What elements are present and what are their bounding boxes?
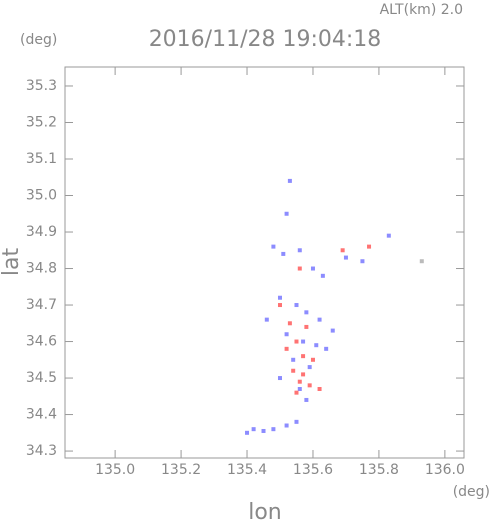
echo-point: [284, 423, 289, 428]
echo-point: [294, 390, 299, 395]
echo-point: [294, 419, 299, 424]
x-unit: (deg): [453, 484, 490, 500]
echo-point: [320, 273, 325, 278]
echo-point: [301, 354, 306, 359]
echo-point: [340, 248, 345, 253]
echo-point: [261, 428, 266, 433]
x-tick-label: 135.8: [359, 462, 399, 478]
echo-point: [284, 346, 289, 351]
echo-point: [419, 259, 424, 264]
echo-point: [245, 430, 250, 435]
echo-point: [360, 259, 365, 264]
echo-point: [297, 248, 302, 253]
y-tick-label: 34.8: [26, 261, 57, 277]
echo-point: [264, 317, 269, 322]
x-tick-label: 136.0: [425, 462, 465, 478]
echo-point: [287, 321, 292, 326]
y-tick-label: 35.0: [26, 188, 57, 204]
echo-point: [251, 427, 256, 432]
echo-point: [307, 365, 312, 370]
x-tick-label: 135.4: [227, 462, 267, 478]
echo-point: [271, 427, 276, 432]
x-tick-label: 135.2: [161, 462, 201, 478]
y-tick-label: 35.3: [26, 78, 57, 94]
echo-point: [284, 332, 289, 337]
echo-point: [314, 343, 319, 348]
y-tick-label: 34.6: [26, 334, 57, 350]
echo-point: [271, 244, 276, 249]
echo-point: [287, 178, 292, 183]
y-tick-label: 35.1: [26, 151, 57, 167]
x-tick-label: 135.0: [95, 462, 135, 478]
echo-point: [310, 266, 315, 271]
echo-point: [317, 387, 322, 391]
y-axis-label: lat: [0, 248, 24, 277]
y-tick-label: 35.2: [26, 114, 57, 130]
echo-point: [343, 255, 348, 260]
echo-point: [304, 310, 309, 315]
x-axis-label: lon: [248, 500, 282, 521]
y-unit: (deg): [20, 32, 57, 48]
echo-point: [317, 317, 322, 322]
y-tick-label: 34.5: [26, 370, 57, 386]
altitude-label: ALT(km) 2.0: [380, 2, 463, 18]
echo-point: [330, 328, 335, 333]
echo-point: [301, 339, 306, 344]
echo-point: [310, 357, 315, 362]
echo-point: [297, 387, 302, 391]
echo-point: [324, 346, 329, 351]
y-tick-label: 34.7: [26, 297, 57, 313]
y-tick-label: 34.3: [26, 443, 57, 459]
echo-point: [304, 324, 309, 329]
plot-frame: [64, 66, 465, 459]
echo-point: [291, 357, 296, 362]
echo-point: [291, 368, 296, 373]
echo-point: [277, 295, 282, 300]
echo-point: [294, 303, 299, 308]
echo-point: [297, 266, 302, 271]
chart-title: 2016/11/28 19:04:18: [149, 27, 382, 52]
echo-point: [297, 379, 302, 384]
y-tick-label: 34.9: [26, 224, 57, 240]
echo-point: [277, 303, 282, 308]
echo-point: [304, 397, 309, 402]
echo-point: [307, 383, 312, 388]
echo-point: [301, 372, 306, 377]
echo-point: [281, 251, 286, 256]
echo-point: [284, 211, 289, 216]
echo-point: [386, 233, 391, 238]
echo-point: [277, 376, 282, 381]
echo-point: [367, 244, 372, 249]
y-tick-label: 34.4: [26, 407, 57, 423]
x-tick-label: 135.6: [293, 462, 333, 478]
echo-point: [294, 339, 299, 344]
